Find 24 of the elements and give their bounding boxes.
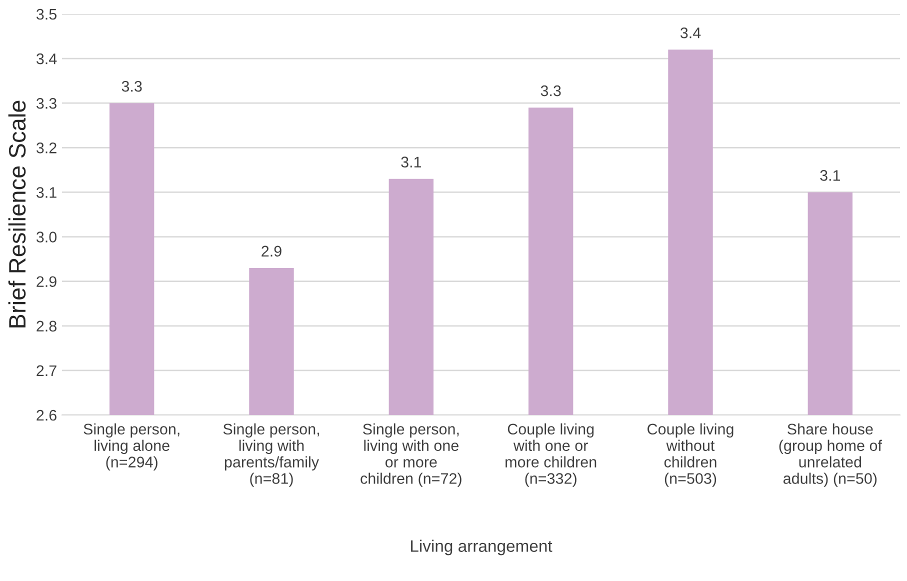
x-tick-label: Single person, living with parents/family (n=81): [223, 423, 320, 487]
data-label: 3.3: [540, 85, 561, 96]
data-label: 3.3: [122, 80, 142, 92]
x-tick-label: Share house (group home of unrelated adults) (n=50): [779, 423, 882, 487]
y-tick-label: 2.8: [36, 320, 56, 332]
y-tick-label: 3.0: [36, 232, 57, 242]
y-tick-label: 3.3: [36, 98, 56, 109]
y-tick-label: 2.6: [36, 410, 56, 421]
data-label: 3.1: [820, 170, 840, 181]
x-tick-label: Couple living with one or more children (n=332): [506, 423, 596, 487]
data-label: 2.9: [262, 246, 282, 257]
x-tick-label: Single person, living with one or more children (n=72): [360, 423, 462, 487]
data-label: 3.4: [680, 27, 701, 38]
y-tick-label: 3.5: [36, 8, 56, 20]
y-tick-label: 3.1: [36, 187, 56, 198]
y-tick-label: 2.7: [36, 365, 56, 376]
x-tick-label: Couple living without children (n=503): [648, 423, 734, 487]
y-tick-label: 3.4: [36, 53, 57, 64]
x-tick-label: Single person, living alone (n=294): [84, 423, 180, 470]
data-label: 3.1: [401, 156, 422, 168]
y-axis-title: Brief Resilience Scale: [8, 100, 26, 328]
y-tick-label: 2.9: [36, 276, 56, 288]
y-tick-label: 3.2: [36, 142, 56, 154]
x-axis-title: Living arrangement: [411, 540, 552, 556]
